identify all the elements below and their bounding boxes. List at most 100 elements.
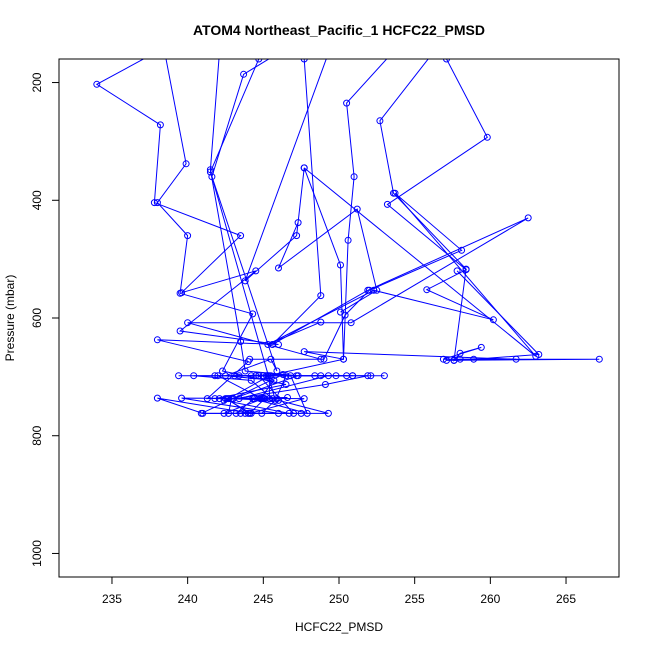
data-point <box>237 338 245 345</box>
data-point <box>252 267 260 275</box>
series-line <box>277 208 378 313</box>
x-tick-label: 250 <box>329 592 349 606</box>
data-point <box>354 50 360 56</box>
data-point <box>258 409 266 417</box>
data-point <box>595 355 603 363</box>
data-point <box>216 50 222 56</box>
data-point <box>324 409 332 417</box>
x-tick-label: 245 <box>253 592 273 606</box>
data-point <box>190 372 198 380</box>
series-line <box>187 59 529 360</box>
x-tick-label: 240 <box>178 592 198 606</box>
series-line <box>181 59 347 415</box>
data-point <box>249 395 257 403</box>
y-tick-label: 600 <box>30 308 44 328</box>
y-tick-label: 1000 <box>30 540 44 567</box>
series-line <box>211 59 353 415</box>
data-point <box>275 264 282 272</box>
data-point <box>477 343 485 351</box>
x-tick-label: 265 <box>556 592 576 606</box>
data-point <box>430 50 436 56</box>
data-point <box>294 219 302 227</box>
data-point <box>184 319 192 327</box>
x-tick-label: 260 <box>480 592 500 606</box>
data-point <box>443 59 450 63</box>
data-point <box>231 372 239 380</box>
data-point <box>376 117 384 125</box>
data-point <box>284 394 291 401</box>
data-point <box>458 246 466 254</box>
data-point <box>228 395 235 403</box>
data-point <box>423 286 431 294</box>
plot-frame <box>58 58 620 578</box>
data-point <box>321 381 329 388</box>
series-line <box>95 59 302 414</box>
x-axis-label: HCFC22_PMSD <box>295 620 383 634</box>
data-point <box>162 50 168 56</box>
data-point <box>332 372 340 380</box>
data-point <box>365 286 373 294</box>
data-point <box>340 355 347 363</box>
data-point <box>456 349 464 357</box>
data-point <box>259 395 267 403</box>
data-point <box>532 352 540 360</box>
data-point <box>271 396 279 404</box>
data-point <box>153 336 161 344</box>
data-point <box>240 70 248 78</box>
data-point <box>214 372 222 380</box>
data-point <box>320 355 328 363</box>
series-line <box>267 59 494 345</box>
data-point <box>391 189 399 197</box>
data-point <box>350 173 358 181</box>
data-point <box>317 318 325 326</box>
y-tick-label: 800 <box>30 425 44 445</box>
data-point <box>176 327 184 335</box>
y-axis: 200 400 600 800 1000 <box>30 72 60 567</box>
data-point <box>246 355 254 363</box>
data-point <box>293 232 301 240</box>
data-point <box>341 311 349 319</box>
data-point <box>268 341 276 348</box>
x-tick-label: 255 <box>405 592 425 606</box>
series-line <box>249 167 537 360</box>
x-tick-label: 235 <box>102 592 122 606</box>
data-point <box>275 409 282 417</box>
y-axis-label: Pressure (mbar) <box>3 275 17 362</box>
series-5 <box>208 59 357 417</box>
series-line <box>379 59 600 363</box>
data-point <box>337 261 344 269</box>
chart-title: ATOM4 Northeast_Pacific_1 HCFC22_PMSD <box>193 22 485 38</box>
data-point <box>483 133 491 141</box>
data-point <box>524 214 532 222</box>
data-point <box>282 381 290 388</box>
data-point <box>303 409 311 417</box>
data-point <box>241 409 249 417</box>
data-point <box>255 59 263 63</box>
data-point <box>450 356 458 364</box>
data-point <box>235 395 243 403</box>
data-point <box>347 319 355 327</box>
data-point <box>215 395 223 403</box>
data-point <box>443 356 450 364</box>
data-point <box>380 372 388 380</box>
data-point <box>175 372 183 380</box>
data-point <box>222 372 229 380</box>
data-point <box>300 164 308 172</box>
data-point <box>178 394 186 402</box>
series-line <box>304 59 540 361</box>
data-point <box>317 372 325 380</box>
series-11 <box>275 205 381 316</box>
data-point <box>325 50 331 56</box>
y-tick-label: 400 <box>30 190 44 210</box>
data-point <box>237 232 245 240</box>
data-point <box>182 160 190 168</box>
data-point <box>344 236 352 244</box>
series-3 <box>190 50 332 417</box>
data-point <box>264 341 272 348</box>
data-point <box>241 367 249 375</box>
data-point <box>252 372 260 380</box>
data-point <box>247 376 255 384</box>
data-point <box>151 50 157 56</box>
data-point <box>293 372 301 380</box>
